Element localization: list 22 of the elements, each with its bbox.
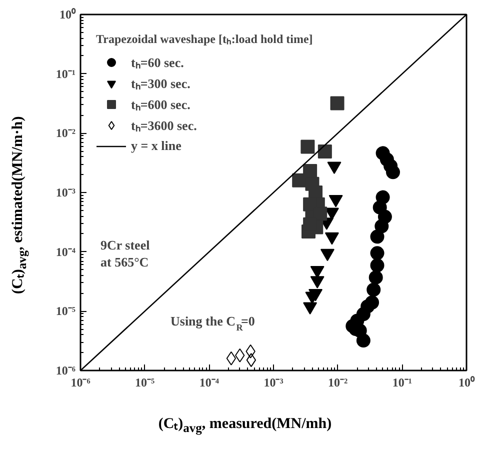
annotation: 9Cr steel at 565°C <box>100 238 150 270</box>
legend-label: tₕ=60 sec. <box>131 54 184 71</box>
y-tick-label: 10⁻⁴ <box>56 244 76 259</box>
x-tick-label: 10⁻⁶ <box>70 376 91 390</box>
x-tick-label: 10⁻³ <box>264 376 284 390</box>
x-tick-label: 10⁻⁴ <box>199 376 220 390</box>
x-tick-label: 10⁰ <box>458 376 476 390</box>
x-tick-label: 10⁻² <box>328 376 348 390</box>
legend-label: y = x line <box>131 138 182 154</box>
x-axis-title: (Cₜ)$_{avg}$, measured(MN/mh) <box>158 415 332 437</box>
y-tick-label: 10⁻⁶ <box>56 364 76 378</box>
y-tick-label: 10⁻¹ <box>56 66 76 81</box>
legend-label: tₕ=3600 sec. <box>131 117 197 134</box>
y-tick-label: 10⁻² <box>56 126 76 140</box>
y-tick-label: 10⁻⁵ <box>56 304 76 318</box>
legend-title: Trapezoidal waveshape [tₕ:load hold time] <box>96 31 313 47</box>
legend-label: tₕ=600 sec. <box>131 96 190 113</box>
legend-label: tₕ=300 sec. <box>131 75 190 92</box>
x-tick-label: 10⁻⁵ <box>135 376 156 390</box>
x-tick-label: 10⁻¹ <box>392 376 412 390</box>
y-tick-label: 10⁰ <box>60 8 76 22</box>
y-tick-label: 10⁻³ <box>56 186 76 200</box>
